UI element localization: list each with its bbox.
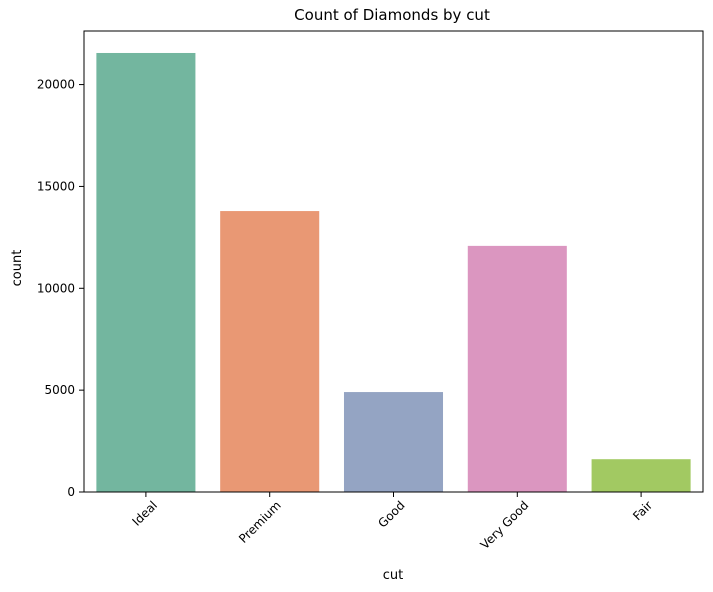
bar-good: [343, 392, 444, 492]
x-tick-label: Ideal: [129, 498, 160, 529]
y-tick-label: 15000: [37, 179, 75, 193]
y-tick-label: 20000: [37, 78, 75, 92]
x-tick-label: Premium: [236, 498, 284, 546]
bar-fair: [591, 459, 691, 492]
x-tick-label: Fair: [630, 498, 655, 523]
bar-premium: [220, 211, 320, 492]
x-tick-label: Good: [375, 498, 407, 530]
bar-ideal: [96, 52, 196, 492]
y-tick-label: 10000: [37, 281, 75, 295]
chart-title: Count of Diamonds by cut: [294, 6, 490, 24]
plot-area: 0 5000 10000 15000 20000 Ideal Premium Good Very…: [37, 30, 704, 552]
x-axis-label: cut: [383, 568, 403, 583]
y-axis-label: count: [10, 250, 25, 287]
x-tick-label: Very Good: [478, 498, 532, 552]
y-tick-label: 5000: [44, 383, 75, 397]
plot-frame: [83, 30, 704, 493]
bar-very-good: [467, 245, 567, 492]
y-tick-label: 0: [67, 485, 75, 499]
